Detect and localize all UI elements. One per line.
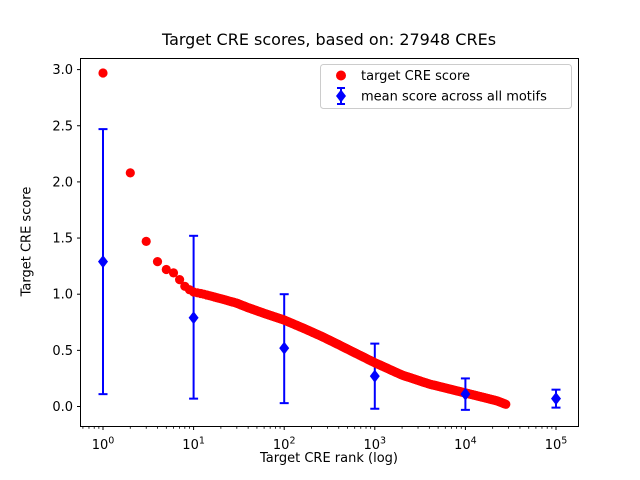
- svg-text:100: 100: [92, 436, 115, 454]
- svg-text:101: 101: [182, 436, 205, 454]
- y-axis: 0.0 0.5 1.0 1.5 2.0 2.5 3.0: [52, 63, 81, 415]
- svg-text:103: 103: [364, 436, 387, 454]
- svg-text:0.5: 0.5: [52, 344, 73, 359]
- legend-entry-target-score: target CRE score: [336, 69, 470, 84]
- svg-text:1.5: 1.5: [52, 232, 73, 247]
- svg-text:2.5: 2.5: [52, 119, 73, 134]
- svg-text:0.0: 0.0: [52, 400, 73, 415]
- svg-text:102: 102: [273, 436, 296, 454]
- svg-text:mean score across all motifs: mean score across all motifs: [361, 90, 547, 105]
- mean-errorbar-markers: [98, 255, 561, 406]
- plot-border: [80, 58, 579, 427]
- svg-text:3.0: 3.0: [52, 63, 73, 78]
- chart-title: Target CRE scores, based on: 27948 CREs: [161, 30, 497, 49]
- x-axis-label: Target CRE rank (log): [260, 451, 398, 466]
- x-axis: 100 101 102 103 104 105: [82, 426, 568, 454]
- svg-text:104: 104: [454, 436, 477, 454]
- svg-text:105: 105: [545, 436, 568, 454]
- svg-text:target CRE score: target CRE score: [361, 69, 470, 84]
- svg-text:2.0: 2.0: [52, 175, 73, 190]
- y-axis-label: Target CRE score: [19, 186, 35, 297]
- svg-text:1.0: 1.0: [52, 288, 73, 303]
- legend-entry-mean-score: mean score across all motifs: [336, 87, 547, 105]
- target-score-series: [98, 68, 511, 409]
- legend: target CRE score mean score across all mo…: [320, 64, 572, 109]
